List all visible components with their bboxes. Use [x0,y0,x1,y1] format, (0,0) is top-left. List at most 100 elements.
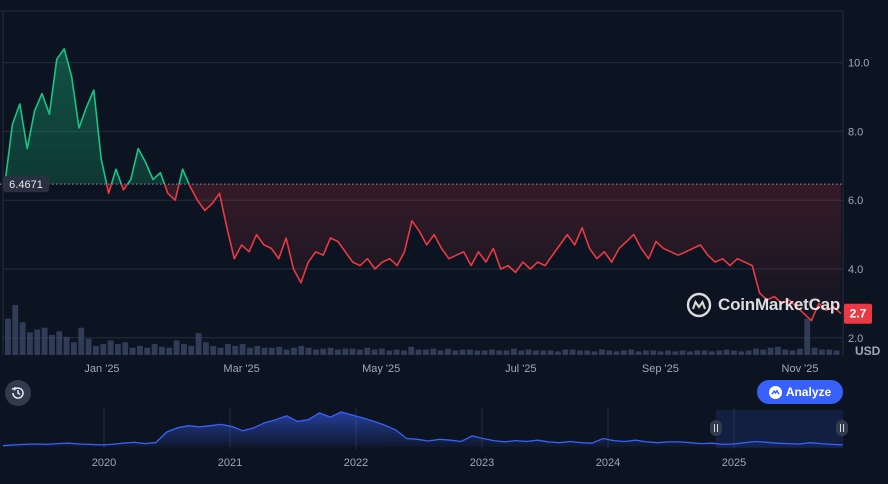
volume-bar [518,350,525,355]
navigator-line [2,411,844,447]
navigator-right-handle[interactable] [836,420,848,436]
volume-bar [650,350,657,355]
x-tick-label: Sep '25 [642,363,679,375]
volume-bar [195,333,202,355]
volume-bar [298,345,305,355]
volume-bar [144,347,151,355]
y-axis-unit-label: USD [855,344,881,358]
volume-bar [276,346,283,355]
navigator-fill [3,412,843,447]
volume-bar [474,350,481,355]
volume-bar [232,345,239,355]
volume-bar [291,347,297,355]
volume-bar [78,327,85,355]
x-tick-label: Nov '25 [782,363,819,375]
volume-bar [731,350,737,355]
volume-bar [679,350,686,355]
volume-bar [511,348,517,355]
volume-bar [203,342,209,355]
volume-bar [665,350,671,355]
y-axis: 2.0 4.0 6.0 8.0 10.0 [848,58,869,345]
volume-bar [782,349,789,355]
volume-bar [540,350,547,355]
navigator-tick-label: 2021 [218,457,242,469]
x-tick-label: Mar '25 [223,363,259,375]
volume-bar [467,349,473,355]
volume-bar [313,349,319,355]
volume-bar [12,305,19,355]
volume-bar [547,350,554,355]
y-tick-label: 2.0 [848,333,863,345]
price-area [5,48,841,321]
navigator-tick-label: 2020 [92,457,116,469]
volume-bar [27,332,33,355]
volume-bar [327,347,334,355]
volume-bar [775,346,781,355]
history-icon [11,386,24,399]
analyze-label: Analyze [785,385,832,399]
volume-bar [386,350,393,355]
y-tick-label: 10.0 [848,58,869,70]
volume-bar [701,350,708,355]
volume-bar [804,318,811,355]
volume-bar [709,351,715,355]
volume-bar [687,351,693,355]
volume-bar [716,350,723,355]
volume-bar [107,340,114,355]
volume-bar [753,348,759,355]
x-tick-label: Jul '25 [505,363,536,375]
volume-bar [819,349,825,355]
volume-bar [445,348,451,355]
volume-bar [269,347,275,355]
price-area-up [5,48,841,185]
last-price-label: 2.7 [844,303,872,324]
navigator-tick-label: 2024 [596,457,620,469]
coinmarketcap-logo-icon [686,292,712,318]
volume-bar [173,340,180,355]
range-navigator[interactable]: 2020 2021 2022 2023 2024 2025 [2,408,848,469]
volume-bar [71,342,77,355]
volume-bar [797,348,803,355]
volume-bar [606,350,613,355]
volume-bar [525,349,532,355]
x-axis: Jan '25 Mar '25 May '25 Jul '25 Sep '25 Nov '… [84,363,818,375]
volume-bar [335,349,341,355]
volume-bar [210,345,217,355]
volume-bar [63,336,70,355]
volume-bar [408,346,415,355]
volume-bar [93,345,99,355]
volume-bar [305,347,312,355]
volume-bar [657,351,664,355]
volume-bar [56,331,63,355]
volume-bar [41,327,48,355]
volume-bar [364,347,371,355]
volume-bar [85,338,92,355]
volume-bar [833,350,840,355]
navigator-left-handle[interactable] [710,420,722,436]
volume-bar [738,351,745,355]
volume-bar [745,350,752,355]
volume-bar [34,329,41,355]
y-tick-label: 6.0 [848,195,863,207]
analyze-button[interactable]: Analyze [757,380,843,404]
navigator-tick-label: 2022 [344,457,368,469]
volume-bar [569,349,576,355]
y-tick-label: 8.0 [848,126,863,138]
volume-bar [694,350,701,355]
volume-bar [562,349,569,355]
volume-bar [239,344,246,355]
volume-bar [261,347,268,355]
volume-bar [188,345,195,355]
volume-bar [628,349,635,355]
volume-bar [437,350,444,355]
volume-bar [320,348,327,355]
navigator-selected-range[interactable] [716,410,843,448]
navigator-x-axis: 2020 2021 2022 2023 2024 2025 [92,457,746,469]
volume-bar [393,349,400,355]
volume-bar [459,349,466,355]
volume-bar [767,347,774,355]
volume-bar [401,350,407,355]
history-button[interactable] [5,380,31,406]
price-line-down [105,184,842,322]
